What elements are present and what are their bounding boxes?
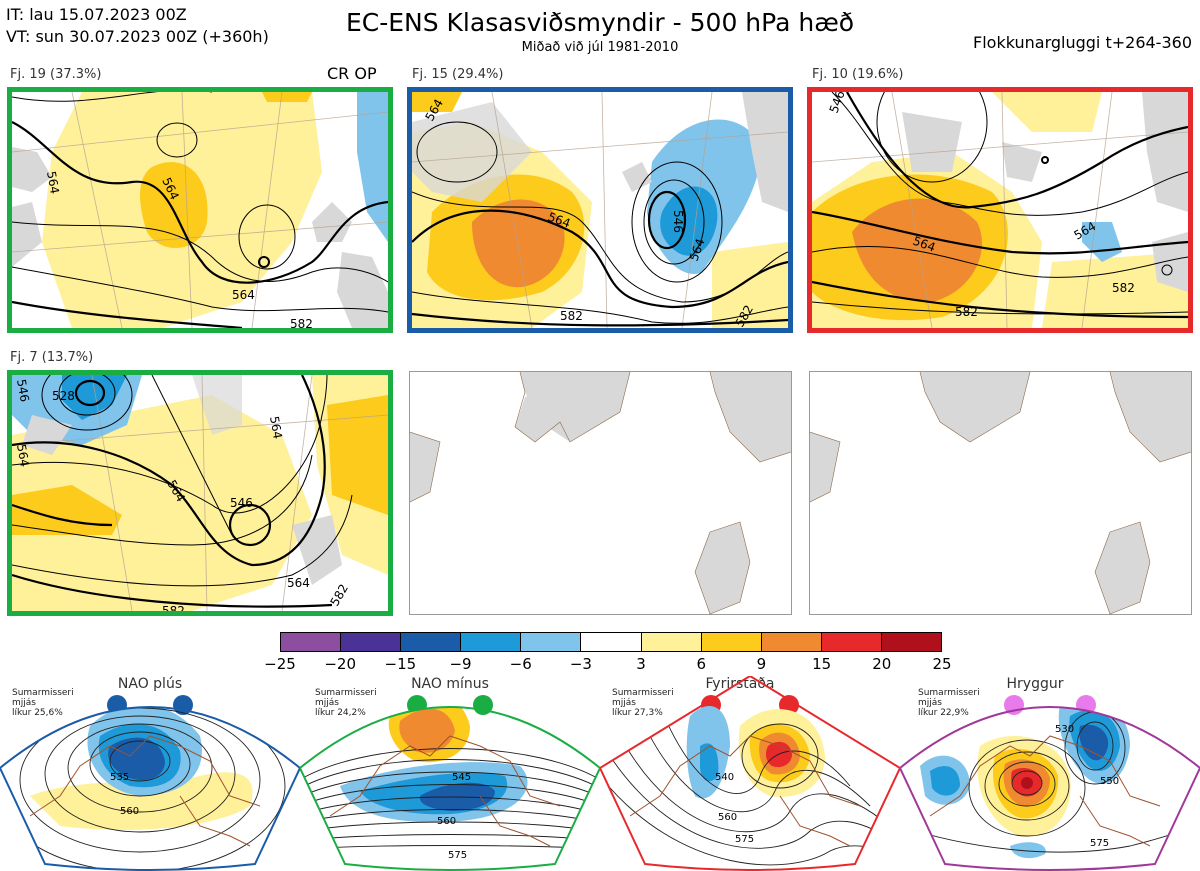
regime-map-4: 530 550 575 bbox=[900, 695, 1200, 871]
init-time: IT: lau 15.07.2023 00Z bbox=[6, 5, 187, 24]
contour-label: 564 bbox=[267, 415, 285, 440]
contour-label: 582 bbox=[162, 604, 185, 611]
regime-4-title: Hryggur bbox=[1006, 676, 1064, 692]
colorbar-segment bbox=[281, 633, 342, 651]
regime-map-3: 540 560 575 bbox=[600, 676, 900, 871]
contour-label: 560 bbox=[718, 812, 737, 823]
contour-label: 545 bbox=[452, 772, 471, 783]
contour-label: 528 bbox=[52, 389, 75, 403]
contour-label: 546 bbox=[230, 496, 253, 510]
panel-2-label: Fj. 15 (29.4%) bbox=[412, 67, 504, 82]
regime-2-info: Sumarmisseri mjjás líkur 24,2% bbox=[315, 688, 377, 718]
panel-1-tag: CR OP bbox=[327, 64, 377, 83]
panel-1-label: Fj. 19 (37.3%) bbox=[10, 67, 102, 82]
contour-label: 560 bbox=[437, 816, 456, 827]
colorbar-tick-label: −20 bbox=[324, 655, 356, 673]
colorbar-tick-label: 20 bbox=[872, 655, 892, 673]
contour-label: 582 bbox=[1112, 281, 1135, 295]
page-subtitle: Miðað við júl 1981-2010 bbox=[521, 40, 679, 55]
colorbar-tick-label: −9 bbox=[449, 655, 472, 673]
regime-1-info: Sumarmisseri mjjás líkur 25,6% bbox=[12, 688, 74, 718]
regime-3-info: Sumarmisseri mjjás líkur 27,3% bbox=[612, 688, 674, 718]
colorbar-tick-label: 25 bbox=[932, 655, 952, 673]
colorbar-segment bbox=[881, 633, 942, 651]
colorbar-tick-label: 15 bbox=[812, 655, 832, 673]
colorbar-tick-label: 3 bbox=[636, 655, 646, 673]
contour-label: 582 bbox=[955, 305, 978, 319]
cluster-map-2[interactable]: 564 564 546 564 582 582 bbox=[407, 87, 793, 333]
contour-label: 575 bbox=[735, 834, 754, 845]
colorbar-segment bbox=[521, 633, 582, 651]
colorbar-segment bbox=[641, 633, 702, 651]
contour-label: 564 bbox=[287, 576, 310, 590]
colorbar-segment bbox=[701, 633, 762, 651]
colorbar bbox=[280, 632, 942, 652]
empty-map-6 bbox=[809, 371, 1192, 615]
contour-label: 582 bbox=[560, 309, 583, 323]
panel-4-label: Fj. 7 (13.7%) bbox=[10, 350, 94, 365]
contour-label: 582 bbox=[290, 317, 313, 328]
contour-label: 564 bbox=[14, 443, 32, 468]
cluster-map-3[interactable]: 546 564 564 582 582 bbox=[807, 87, 1193, 333]
contour-label: 546 bbox=[14, 378, 32, 403]
header-info: IT: lau 15.07.2023 00Z VT: sun 30.07.202… bbox=[6, 4, 269, 48]
colorbar-tick-label: −15 bbox=[384, 655, 417, 673]
cluster-map-4[interactable]: 528 546 564 564 546 564 582 582 564 bbox=[7, 370, 393, 616]
regime-2-title: NAO mínus bbox=[411, 676, 489, 692]
colorbar-tick-label: 9 bbox=[756, 655, 767, 673]
colorbar-segment bbox=[821, 633, 882, 651]
regime-map-2: 545 560 575 bbox=[300, 695, 600, 871]
colorbar-tick-label: 6 bbox=[696, 655, 707, 673]
page-title: EC-ENS Klasasviðsmyndir - 500 hPa hæð bbox=[345, 8, 855, 37]
colorbar-segment bbox=[461, 633, 522, 651]
contour-label: 560 bbox=[120, 806, 139, 817]
empty-map-5 bbox=[409, 371, 792, 615]
contour-label: 535 bbox=[110, 772, 129, 783]
regime-map-1: 535 560 bbox=[0, 695, 300, 871]
contour-label: 564 bbox=[44, 170, 62, 195]
contour-label: 540 bbox=[715, 772, 734, 783]
colorbar-segment bbox=[401, 633, 462, 651]
colorbar-tick-label: −6 bbox=[509, 655, 532, 673]
regime-4-info: Sumarmisseri mjjás líkur 22,9% bbox=[918, 688, 980, 718]
colorbar-tick-label: −25 bbox=[264, 655, 296, 673]
contour-label: 530 bbox=[1055, 724, 1074, 735]
colorbar-segment bbox=[761, 633, 822, 651]
cluster-map-1[interactable]: 564 564 564 582 bbox=[7, 87, 393, 333]
contour-label: 546 bbox=[671, 210, 685, 233]
colorbar-segment bbox=[341, 633, 402, 651]
panel-3-label: Fj. 10 (19.6%) bbox=[812, 67, 904, 82]
contour-label: 550 bbox=[1100, 776, 1119, 787]
contour-label: 575 bbox=[448, 850, 467, 861]
classification-window: Flokkunargluggi t+264-360 bbox=[973, 33, 1192, 52]
regime-row: Sumarmisseri mjjás líkur 25,6% NAO plús 53… bbox=[0, 676, 1200, 871]
contour-label: 564 bbox=[232, 288, 255, 302]
regime-1-title: NAO plús bbox=[117, 676, 183, 692]
colorbar-segment bbox=[581, 633, 642, 651]
valid-time: VT: sun 30.07.2023 00Z (+360h) bbox=[6, 27, 269, 46]
colorbar-tick-label: −3 bbox=[569, 655, 592, 673]
contour-label: 575 bbox=[1090, 838, 1109, 849]
